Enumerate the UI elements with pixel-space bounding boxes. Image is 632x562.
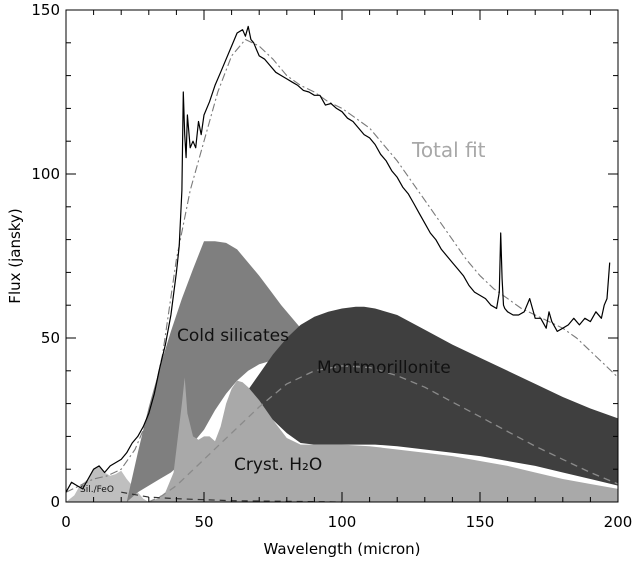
area-sil-feo	[66, 465, 149, 502]
area-cryst-h2o	[148, 377, 619, 502]
x-tick-label: 150	[466, 513, 495, 531]
annotation-montmorillonite: Montmorillonite	[317, 358, 451, 378]
line-dashed-component	[148, 365, 619, 503]
y-tick-label: 150	[31, 1, 60, 19]
x-tick-label: 200	[604, 513, 632, 531]
x-tick-label: 0	[61, 513, 71, 531]
y-tick-label: 0	[50, 493, 60, 511]
x-axis-label: Wavelength (micron)	[263, 540, 420, 558]
axes-layer: 0 50 100 150 200 0 50 100 150	[31, 1, 632, 531]
area-montmorillonite	[231, 306, 618, 486]
plot-layer	[65, 25, 619, 503]
annotation-cryst-h2o: Cryst. H₂O	[234, 455, 322, 475]
x-tick-label: 50	[194, 513, 213, 531]
y-tick-label: 50	[41, 329, 60, 347]
line-observed	[65, 25, 611, 493]
labels-layer: Wavelength (micron) Flux (jansky) Total …	[6, 138, 486, 558]
annotation-sil-feo: Sil./FeO	[80, 485, 114, 495]
x-tick-label: 100	[328, 513, 357, 531]
y-tick-label: 100	[31, 165, 60, 183]
annotation-cold-silicates: Cold silicates	[177, 326, 289, 346]
y-axis-label: Flux (jansky)	[6, 208, 24, 303]
annotation-total-fit: Total fit	[411, 138, 486, 162]
